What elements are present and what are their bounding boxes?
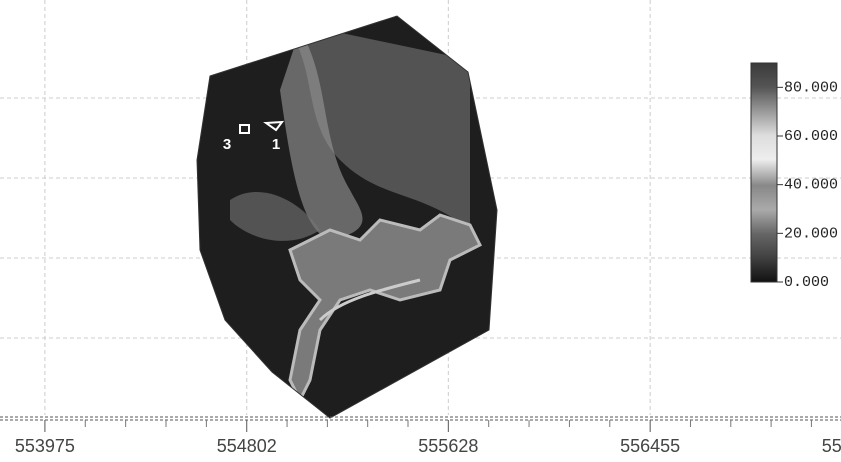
colorbar [751,63,777,282]
x-axis-line [0,417,841,420]
colorbar-tick-label: 0.000 [784,274,829,291]
x-tick-label: 556455 [620,436,680,456]
x-tick-label: 553975 [15,436,75,456]
x-tick-label: 554802 [217,436,277,456]
colorbar-axis: 80.000 60.000 40.000 20.000 0.000 [777,79,838,291]
raster-field [190,10,510,430]
marker-label: 3 [223,136,231,153]
x-tick-label: 557281 [822,436,841,456]
colorbar-tick-label: 60.000 [784,128,838,145]
x-tick-label: 555628 [418,436,478,456]
colorbar-tick-label: 20.000 [784,225,838,242]
map-view: 3 1 80.000 60.000 40.000 20.000 0.000 553975… [0,0,841,462]
colorbar-tick-label: 40.000 [784,177,838,194]
colorbar-tick-label: 80.000 [784,79,838,96]
x-axis: 553975 554802 555628 556455 557281 [15,420,841,456]
marker-label: 1 [272,136,280,153]
